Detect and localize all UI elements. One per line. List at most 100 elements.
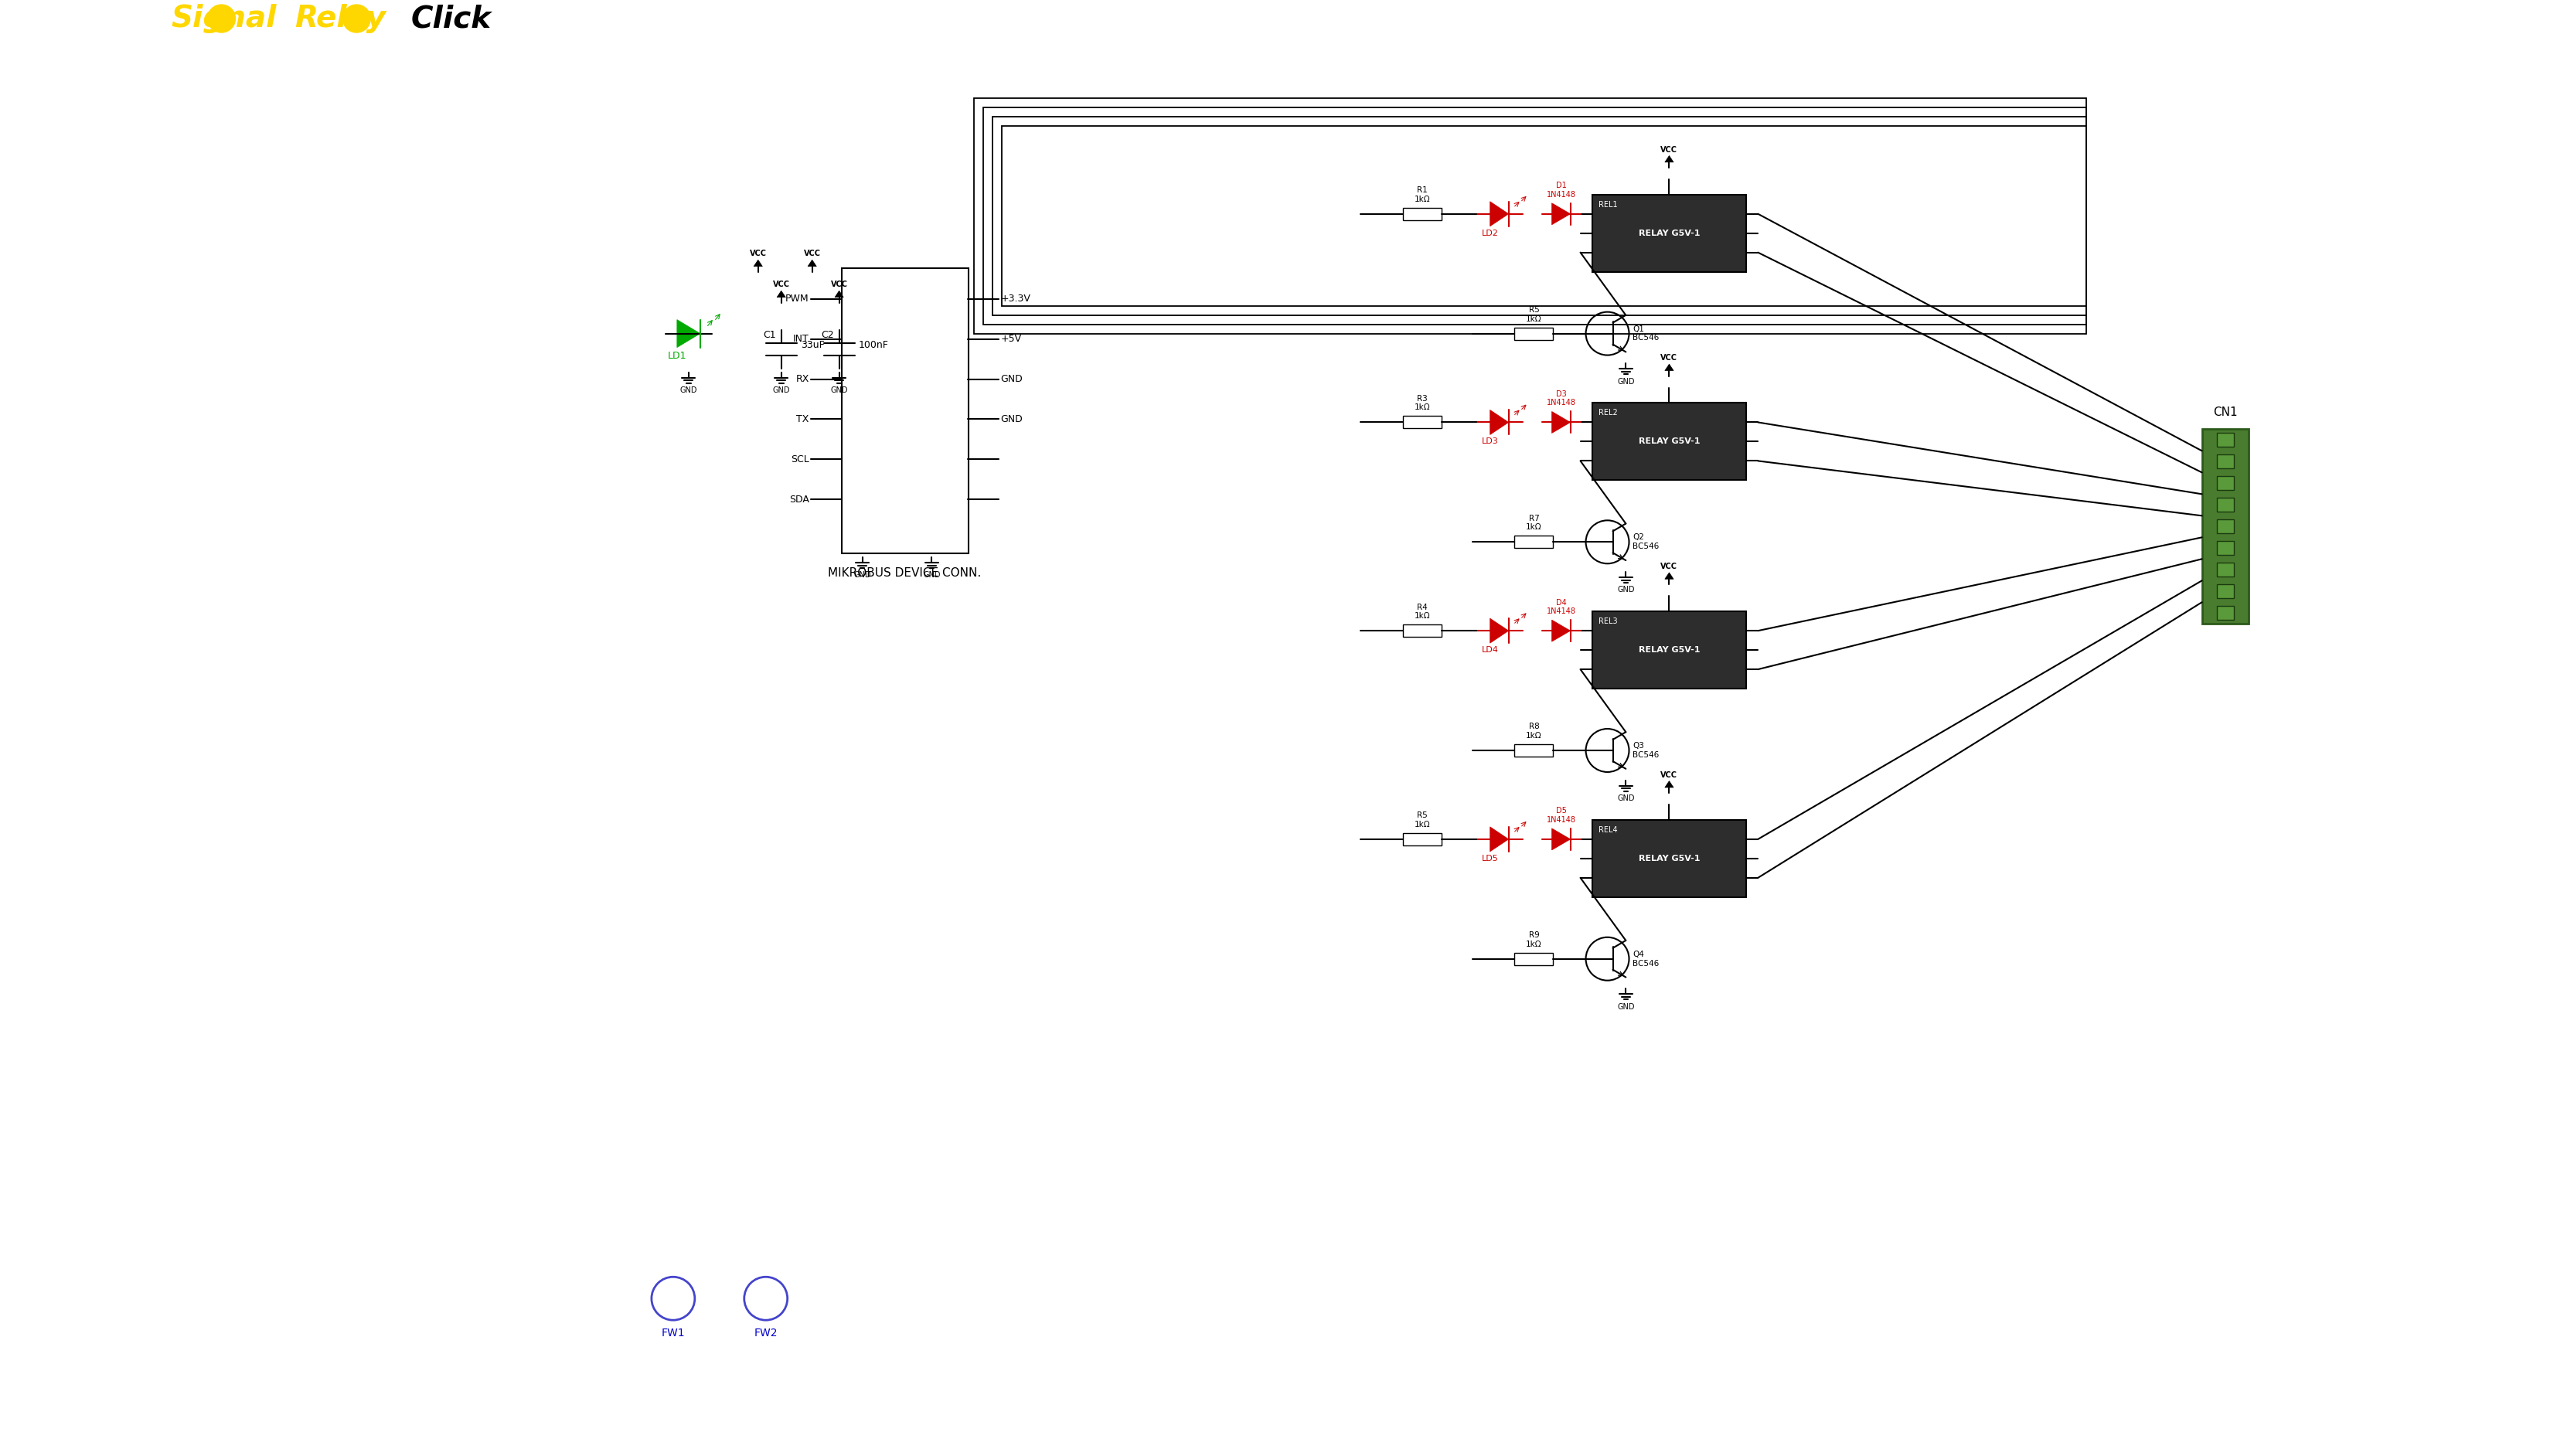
Text: GND: GND	[1000, 414, 1023, 424]
Text: GND: GND	[854, 571, 872, 579]
Polygon shape	[1552, 412, 1570, 432]
Text: R4
1kΩ: R4 1kΩ	[1414, 603, 1429, 620]
Text: MIKROBUS DEVICE CONN.: MIKROBUS DEVICE CONN.	[828, 568, 982, 579]
Polygon shape	[1552, 620, 1570, 642]
Text: PWM: PWM	[785, 294, 808, 304]
Text: GND: GND	[772, 386, 790, 395]
Text: FW1: FW1	[662, 1328, 685, 1338]
Text: RELAY G5V-1: RELAY G5V-1	[1639, 230, 1700, 237]
Text: GND: GND	[923, 571, 941, 579]
Text: SCL: SCL	[790, 454, 808, 464]
Text: Q4
BC546: Q4 BC546	[1634, 951, 1659, 967]
Text: Signal: Signal	[171, 4, 276, 33]
Bar	[1514, 952, 1552, 965]
Bar	[984, 108, 2087, 325]
Polygon shape	[678, 320, 701, 348]
Polygon shape	[1552, 828, 1570, 850]
Bar	[1593, 195, 1746, 272]
Text: VCC: VCC	[1659, 146, 1677, 153]
Polygon shape	[754, 261, 762, 266]
Polygon shape	[777, 291, 785, 297]
Bar	[1404, 625, 1442, 636]
Text: R5
1kΩ: R5 1kΩ	[1414, 811, 1429, 828]
Text: RELAY G5V-1: RELAY G5V-1	[1639, 855, 1700, 862]
Text: SDA: SDA	[790, 495, 808, 505]
Polygon shape	[1491, 619, 1509, 644]
Bar	[1593, 820, 1746, 897]
Text: +3.3V: +3.3V	[1000, 294, 1030, 304]
Text: Q1
BC546: Q1 BC546	[1634, 325, 1659, 342]
Bar	[2217, 563, 2235, 577]
Text: 33uF: 33uF	[800, 341, 823, 349]
Text: REL1: REL1	[1598, 201, 1616, 208]
Bar	[974, 98, 2087, 333]
Text: LD2: LD2	[1481, 230, 1498, 237]
Text: VCC: VCC	[772, 281, 790, 288]
Bar	[1002, 125, 2087, 306]
Text: REL4: REL4	[1598, 826, 1616, 834]
Polygon shape	[834, 291, 844, 297]
Text: GND: GND	[1616, 795, 1634, 802]
Polygon shape	[1491, 201, 1509, 226]
Text: RELAY G5V-1: RELAY G5V-1	[1639, 438, 1700, 446]
Bar	[2217, 476, 2235, 491]
Text: R8
1kΩ: R8 1kΩ	[1527, 724, 1542, 740]
Text: GND: GND	[1616, 585, 1634, 594]
Text: LD5: LD5	[1481, 855, 1498, 862]
Bar	[2202, 430, 2248, 623]
Text: +5V: +5V	[1000, 333, 1020, 344]
Text: D3
1N4148: D3 1N4148	[1547, 390, 1575, 406]
Text: D4
1N4148: D4 1N4148	[1547, 598, 1575, 616]
Text: VCC: VCC	[1659, 562, 1677, 571]
Text: GND: GND	[831, 386, 849, 395]
Bar	[2217, 454, 2235, 469]
Text: C2: C2	[821, 331, 834, 341]
Bar	[1404, 833, 1442, 846]
Text: D5
1N4148: D5 1N4148	[1547, 807, 1575, 824]
Text: R5
1kΩ: R5 1kΩ	[1527, 306, 1542, 323]
Text: C1: C1	[762, 331, 775, 341]
Bar	[1593, 403, 1746, 480]
Circle shape	[343, 4, 371, 32]
Text: FW2: FW2	[754, 1328, 777, 1338]
Text: LD3: LD3	[1481, 438, 1498, 446]
Text: VCC: VCC	[749, 250, 767, 258]
Bar	[1404, 208, 1442, 220]
Text: RX: RX	[795, 374, 808, 384]
Text: Q2
BC546: Q2 BC546	[1634, 534, 1659, 550]
Bar	[1404, 416, 1442, 428]
Text: VCC: VCC	[1659, 772, 1677, 779]
Bar	[2217, 606, 2235, 620]
Text: VCC: VCC	[1659, 354, 1677, 363]
Text: REL3: REL3	[1598, 617, 1616, 626]
Text: Click: Click	[412, 4, 491, 33]
Text: GND: GND	[1000, 374, 1023, 384]
Polygon shape	[1665, 364, 1672, 371]
Bar	[992, 116, 2087, 314]
Text: Relay: Relay	[294, 4, 386, 33]
Text: Q3
BC546: Q3 BC546	[1634, 743, 1659, 759]
Bar	[1514, 328, 1552, 339]
Text: 100nF: 100nF	[859, 341, 887, 349]
Bar	[2217, 542, 2235, 555]
Polygon shape	[1491, 827, 1509, 852]
Text: VCC: VCC	[831, 281, 849, 288]
Polygon shape	[1665, 572, 1672, 579]
Bar	[2217, 584, 2235, 598]
Text: GND: GND	[680, 386, 698, 395]
Polygon shape	[1552, 202, 1570, 224]
Text: CN1: CN1	[2212, 406, 2237, 418]
Polygon shape	[1665, 780, 1672, 788]
Text: LD1: LD1	[667, 351, 685, 361]
Text: GND: GND	[1616, 377, 1634, 386]
Bar	[2217, 498, 2235, 513]
Text: D1
1N4148: D1 1N4148	[1547, 182, 1575, 198]
Bar	[1514, 536, 1552, 547]
Bar	[841, 268, 969, 553]
Bar	[1514, 744, 1552, 757]
Text: REL2: REL2	[1598, 409, 1616, 416]
Text: R7
1kΩ: R7 1kΩ	[1527, 514, 1542, 531]
Circle shape	[207, 4, 235, 32]
Text: VCC: VCC	[803, 250, 821, 258]
Bar	[2217, 520, 2235, 533]
